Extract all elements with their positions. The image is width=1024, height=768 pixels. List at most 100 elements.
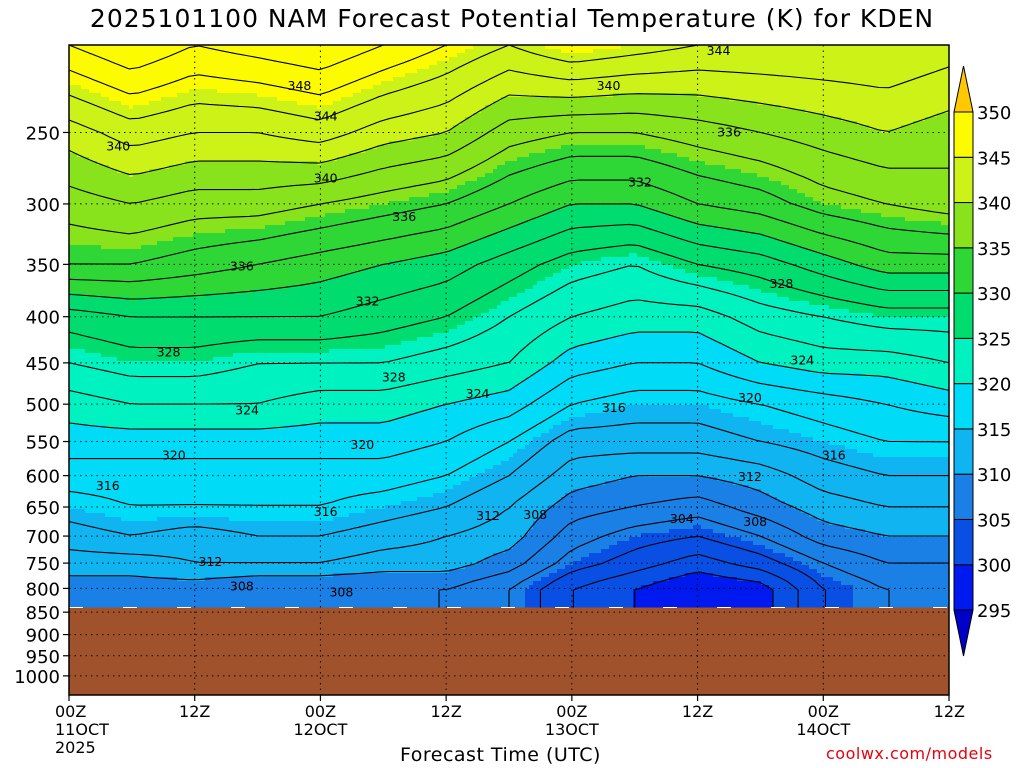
theta-cell	[485, 173, 758, 178]
theta-cell	[89, 157, 338, 162]
theta-cell	[605, 337, 714, 342]
theta-cell	[69, 497, 418, 502]
contour-label: 320	[350, 437, 374, 452]
theta-cell	[513, 453, 874, 458]
colorbar-label: 320	[977, 375, 1011, 396]
contour-label: 344	[314, 108, 338, 123]
theta-cell	[785, 501, 949, 506]
theta-cell	[69, 181, 466, 186]
theta-cell	[433, 493, 566, 498]
theta-cell	[69, 277, 330, 282]
theta-cell	[773, 549, 949, 554]
theta-cell	[321, 105, 486, 110]
theta-cell	[517, 293, 778, 298]
theta-cell	[105, 425, 286, 430]
theta-cell	[529, 585, 642, 590]
contour-label: 336	[230, 259, 254, 274]
theta-cell	[733, 481, 949, 486]
theta-cell	[69, 425, 106, 430]
theta-cell	[409, 197, 814, 202]
theta-cell	[861, 209, 949, 214]
theta-cell	[561, 353, 746, 358]
theta-cell	[69, 265, 374, 270]
theta-cell	[373, 85, 949, 90]
contour-330	[69, 203, 949, 300]
theta-cell	[69, 205, 370, 210]
theta-cell	[653, 581, 762, 586]
colorbar-label: 295	[977, 601, 1011, 622]
theta-cell	[849, 309, 949, 314]
theta-cell	[541, 513, 810, 518]
x-axis-label: Forecast Time (UTC)	[400, 744, 601, 766]
theta-cell	[69, 345, 386, 350]
theta-cell	[461, 481, 606, 486]
theta-cell	[449, 57, 949, 62]
theta-cell	[633, 605, 774, 610]
y-tick-label: 300	[26, 195, 60, 216]
theta-cell	[501, 229, 742, 234]
theta-cell	[69, 161, 98, 166]
theta-cell	[513, 545, 610, 550]
x-tick-label: 12OCT	[293, 720, 347, 739]
theta-cell	[69, 529, 530, 534]
theta-cell	[449, 189, 798, 194]
theta-cell	[629, 537, 742, 542]
theta-cell	[69, 253, 434, 258]
theta-cell	[777, 293, 949, 298]
theta-cell	[69, 329, 450, 334]
theta-cell	[69, 409, 426, 414]
theta-cell	[801, 509, 949, 514]
contour-306	[508, 516, 890, 608]
theta-cell	[533, 525, 694, 530]
theta-cell	[493, 169, 742, 174]
theta-cell	[785, 365, 949, 370]
theta-cell	[417, 497, 562, 502]
theta-cell	[101, 245, 142, 250]
y-tick-label: 600	[26, 467, 60, 488]
theta-cell	[569, 265, 674, 270]
theta-cell	[529, 153, 678, 158]
theta-cell	[69, 525, 534, 530]
theta-cell	[765, 233, 949, 238]
theta-cell	[69, 233, 194, 238]
theta-cell	[69, 593, 526, 598]
theta-cell	[69, 481, 462, 486]
theta-cell	[405, 73, 949, 78]
theta-cell	[69, 337, 418, 342]
theta-cell	[69, 493, 434, 498]
theta-cell	[317, 105, 322, 110]
theta-cell	[841, 205, 949, 210]
theta-cell	[469, 397, 949, 402]
theta-cell	[565, 493, 770, 498]
theta-cell	[873, 313, 949, 318]
theta-cell	[69, 81, 382, 86]
theta-cell	[69, 325, 458, 330]
theta-cell	[169, 165, 498, 170]
contour-316	[69, 389, 949, 506]
theta-cell	[633, 593, 774, 598]
theta-cell	[389, 261, 582, 266]
colorbar-swatch	[953, 564, 974, 611]
theta-cell	[573, 345, 730, 350]
colorbar-swatch	[953, 473, 974, 520]
colorbar-label: 305	[977, 510, 1011, 531]
source-credit: coolwx.com/models	[826, 744, 993, 763]
theta-cell	[69, 49, 466, 54]
contour-label: 320	[738, 390, 762, 405]
theta-cell	[545, 45, 622, 50]
theta-cell	[533, 437, 814, 442]
theta-cell	[669, 577, 738, 582]
theta-cell	[333, 517, 538, 522]
colorbar-label: 350	[977, 103, 1011, 124]
theta-cell	[69, 225, 266, 230]
x-tick-label: 00Z	[305, 702, 336, 721]
contour-326	[69, 244, 949, 349]
theta-cell	[525, 605, 634, 610]
theta-cell	[621, 477, 718, 482]
theta-cell	[69, 485, 454, 490]
theta-cell	[553, 273, 698, 278]
theta-cell	[773, 605, 854, 610]
theta-cell	[69, 69, 418, 74]
theta-cell	[177, 93, 258, 98]
